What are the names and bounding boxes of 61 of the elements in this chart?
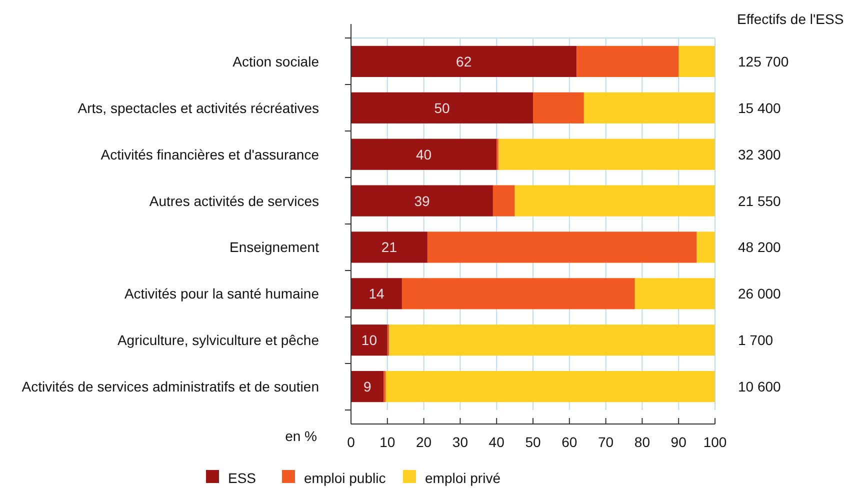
bar <box>584 92 715 124</box>
y-tick-label: Action sociale <box>232 53 320 70</box>
bar <box>696 232 715 263</box>
text: Effectifs de l'ESS <box>737 11 844 27</box>
x-tick-label: 100 <box>703 434 727 450</box>
x-axis-title: en % <box>285 428 317 444</box>
y-tick-label: Agriculture, sylviculture et pêche <box>117 332 320 348</box>
text: 21 550 <box>738 192 782 209</box>
text: 125 700 <box>738 53 789 70</box>
bar <box>351 46 577 78</box>
y-tick-label: Activités de services administratifs et de soutien <box>22 378 319 395</box>
x-tick-label: 50 <box>525 434 541 450</box>
x-tick-label: 10 <box>380 434 396 450</box>
data-label: 14 <box>368 286 384 302</box>
x-tick-label: 0 <box>347 434 356 450</box>
x-tick-label: 20 <box>416 434 432 450</box>
bar <box>389 324 715 356</box>
x-tick-label: 30 <box>452 434 468 450</box>
bar <box>351 92 533 124</box>
text: 26 000 <box>738 286 782 302</box>
y-tick-label: Arts, spectacles et activités récréatives <box>78 100 319 116</box>
data-label: 50 <box>434 100 450 116</box>
x-tick-label: 90 <box>670 434 687 450</box>
data-label: 39 <box>414 192 430 209</box>
bar <box>351 324 388 356</box>
x-tick-label: 60 <box>562 434 578 450</box>
bar <box>678 46 715 78</box>
data-label: 10 <box>361 332 378 348</box>
x-tick-label: 80 <box>634 434 650 450</box>
y-tick-label: Activités financières et d'assurance <box>100 146 320 162</box>
bar <box>351 232 428 263</box>
data-label: 62 <box>456 53 472 70</box>
bar <box>351 370 384 402</box>
bar <box>351 138 497 170</box>
text: 10 600 <box>738 378 782 395</box>
text: 32 300 <box>738 146 782 162</box>
text: 15 400 <box>738 100 782 116</box>
data-label: 21 <box>381 239 398 256</box>
bar <box>386 370 715 402</box>
y-tick-label: Enseignement <box>229 239 320 256</box>
bar <box>634 278 715 310</box>
legend-label: ESS <box>228 470 256 486</box>
text: 1 700 <box>738 332 774 348</box>
y-tick-label: Activités pour la santé humaine <box>124 286 320 302</box>
bar <box>498 138 715 170</box>
bar <box>492 185 515 216</box>
data-label: 40 <box>416 146 432 162</box>
bar <box>351 278 402 310</box>
x-tick-label: 40 <box>488 434 505 450</box>
text: 48 200 <box>738 239 782 256</box>
legend-label: emploi public <box>304 470 386 486</box>
y-tick-label: Autres activités de services <box>149 192 319 209</box>
bar <box>533 92 584 124</box>
bar <box>576 46 679 78</box>
bar <box>351 185 493 216</box>
legend-label: emploi privé <box>425 470 501 486</box>
bar <box>402 278 635 310</box>
x-tick-label: 70 <box>598 434 614 450</box>
data-label: 9 <box>363 378 372 395</box>
bar <box>514 185 715 216</box>
bar <box>427 232 697 263</box>
